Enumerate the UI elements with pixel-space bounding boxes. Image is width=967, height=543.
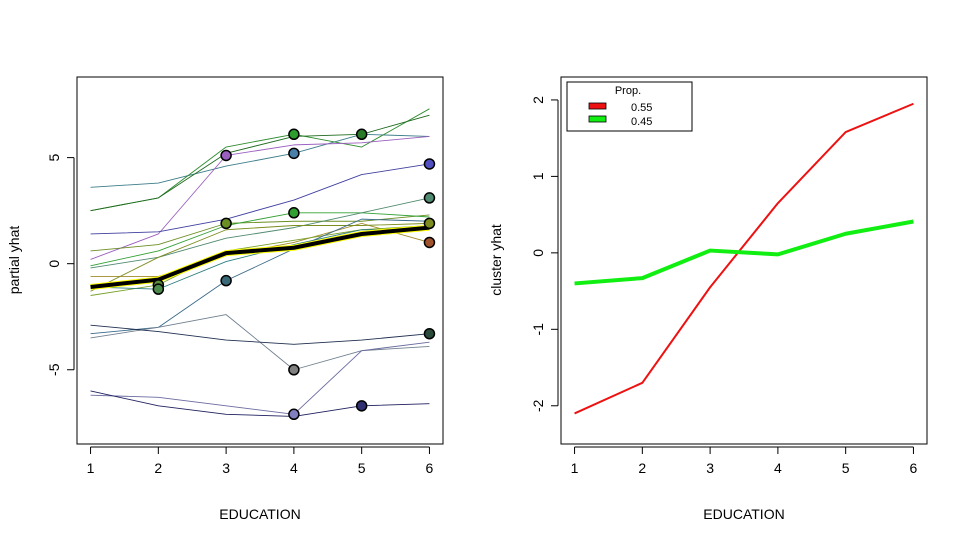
left-y-tick-label: 5: [46, 154, 62, 162]
left-x-tick-label: 2: [154, 460, 162, 476]
left-series-line-7: [90, 212, 430, 267]
legend-box: [566, 81, 693, 132]
right-x-tick-label: 3: [706, 460, 714, 476]
legend-swatch-1: [588, 102, 607, 110]
left-series-points: [152, 128, 436, 421]
left-series-line-4: [90, 135, 430, 260]
left-series-line-3: [90, 114, 430, 212]
right-y-axis-title: cluster yhat: [488, 224, 504, 296]
average-line-halo: [90, 224, 430, 290]
left-data-point-14: [288, 364, 300, 376]
right-y-axis: -2 -1 0 1 2: [530, 96, 559, 412]
right-y-tick-label: -2: [530, 399, 546, 412]
right-y-tick-label: 0: [530, 249, 546, 257]
left-data-point-10: [423, 217, 436, 230]
right-series-line-2: [574, 219, 914, 286]
right-x-axis: 1 2 3 4 5 6: [571, 446, 918, 476]
left-x-tick-label: 4: [290, 460, 298, 476]
right-x-tick-label: 5: [842, 460, 850, 476]
right-panel: 1 2 3 4 5 6 -2 -1 0 1 2 EDUCATION cluster yhat Pr…: [488, 76, 928, 522]
right-x-tick-label: 4: [774, 460, 782, 476]
left-data-point-8: [423, 192, 436, 204]
left-data-point-12: [152, 283, 165, 295]
legend-title: Prop.: [615, 85, 641, 97]
left-series-line-8: [90, 197, 430, 269]
left-data-point-1: [288, 147, 300, 160]
left-series-line-5: [90, 163, 430, 235]
left-data-point-7: [288, 207, 300, 219]
left-series-line-17: [90, 390, 430, 417]
right-y-tick-label: 1: [530, 172, 546, 180]
left-series-line-6: [90, 214, 430, 252]
left-series-line-16: [90, 341, 430, 415]
legend: Prop. 0.55 0.45: [566, 81, 693, 132]
left-plot-frame: [76, 76, 444, 445]
right-x-tick-label: 2: [638, 460, 646, 476]
left-series-line-1: [90, 133, 430, 188]
left-series-lines: [90, 108, 430, 417]
left-x-tick-label: 3: [222, 460, 230, 476]
left-x-tick-label: 5: [358, 460, 366, 476]
left-series-line-15: [90, 324, 430, 345]
left-data-point-13: [220, 274, 232, 287]
legend-label-1: 0.55: [631, 102, 652, 114]
right-series-line-1: [574, 102, 914, 415]
right-x-tick-label: 6: [910, 460, 918, 476]
right-y-tick-label: 2: [530, 96, 546, 104]
legend-label-2: 0.45: [631, 116, 652, 128]
left-x-axis-title: EDUCATION: [219, 506, 300, 522]
left-data-point-3: [355, 128, 368, 141]
left-average-line: [90, 224, 430, 290]
right-y-tick-label: -1: [530, 323, 546, 336]
left-data-point-6: [220, 217, 232, 230]
average-line: [90, 225, 430, 290]
left-x-tick-label: 6: [426, 460, 434, 476]
right-x-tick-label: 1: [571, 460, 579, 476]
left-data-point-4: [220, 149, 232, 162]
left-series-line-10: [90, 222, 430, 292]
right-plot-frame: [560, 76, 928, 445]
left-y-tick-label: -5: [46, 363, 62, 376]
left-series-line-11: [90, 225, 430, 296]
left-data-point-17: [355, 400, 368, 412]
right-x-axis-title: EDUCATION: [703, 506, 784, 522]
left-y-axis: -5 0 5: [46, 154, 75, 376]
left-x-axis: 1 2 3 4 5 6: [87, 446, 434, 476]
left-data-point-2: [288, 128, 300, 141]
left-panel: 1 2 3 4 5 6 -5 0 5 EDUCATION partial yhat: [6, 76, 444, 522]
left-data-point-9: [423, 236, 436, 249]
left-series-line-13: [90, 218, 430, 335]
legend-swatch-2: [588, 115, 607, 123]
left-y-tick-label: 0: [46, 260, 62, 268]
right-series-lines: [574, 102, 914, 415]
left-data-point-15: [423, 327, 436, 340]
left-data-point-16: [288, 408, 300, 421]
left-data-point-5: [423, 158, 436, 170]
left-y-axis-title: partial yhat: [6, 226, 22, 295]
left-x-tick-label: 1: [87, 460, 95, 476]
